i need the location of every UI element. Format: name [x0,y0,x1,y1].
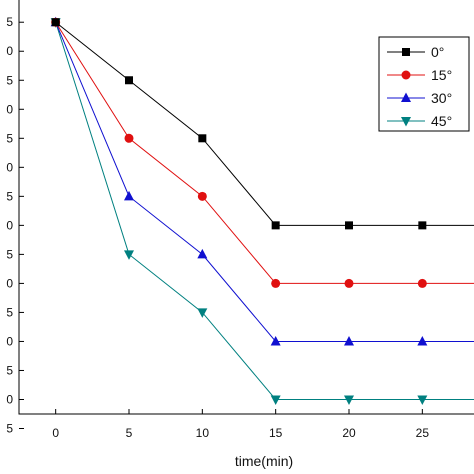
legend-label: 45° [431,113,452,129]
data-point [125,76,133,85]
legend-item: 15° [387,67,452,83]
y-tick-label: 5 [6,131,13,145]
data-point [345,221,353,230]
legend-marker [402,48,410,56]
data-point [124,190,134,201]
legend-label: 30° [431,90,452,106]
y-tick-label: 5 [6,305,13,319]
x-tick-label: 20 [342,426,356,440]
legend: 0° 15° 30° 45° [378,36,470,132]
x-tick-label: 10 [196,426,210,440]
data-point [197,191,207,201]
y-tick-label: 5 [6,15,13,29]
data-point [270,395,281,405]
data-point [344,278,354,288]
y-tick-label: 0 [6,102,13,116]
data-point [417,278,427,288]
legend-marker [401,117,411,127]
y-tick-label: 0 [6,160,13,174]
data-point [124,133,134,143]
data-point [417,335,428,346]
data-point [270,335,281,346]
x-tick-label: 5 [126,426,133,440]
y-tick-label: 0 [6,334,13,348]
plot-frame [18,0,474,415]
data-point [417,395,428,405]
data-point [271,221,280,230]
legend-item: 0° [387,44,444,60]
y-tick-label: 5 [6,247,13,261]
data-point [418,221,427,230]
legend-item: 45° [387,113,452,129]
y-tick-label: 0 [6,44,13,58]
x-axis-title: time(min) [235,453,293,469]
y-tick-label: 5 [6,422,13,436]
x-axis: 0 5 10 15 20 25 [52,409,429,440]
x-tick-label: 15 [269,426,283,440]
legend-marker [401,92,411,102]
legend-label: 15° [431,67,452,83]
y-tick-label: 0 [6,218,13,232]
y-axis: 5 0 5 0 5 0 5 0 5 0 5 0 5 0 5 [6,15,24,436]
data-point [197,248,208,259]
legend-item: 30° [387,90,452,106]
x-tick-label: 0 [52,426,59,440]
data-point [51,18,60,27]
y-tick-label: 5 [6,189,13,203]
legend-box [378,36,470,132]
y-tick-label: 0 [6,392,13,406]
data-point [271,278,281,288]
series-0° [51,18,474,230]
data-point [344,335,354,346]
y-tick-label: 0 [6,276,13,290]
y-tick-label: 5 [6,363,13,377]
data-point [344,395,354,405]
data-point [197,308,208,318]
legend-marker [401,70,411,80]
series-group [50,16,474,405]
y-tick-label: 5 [6,73,13,87]
legend-label: 0° [431,44,444,60]
x-tick-label: 25 [416,426,430,440]
data-point [198,134,207,143]
data-point [124,250,134,260]
